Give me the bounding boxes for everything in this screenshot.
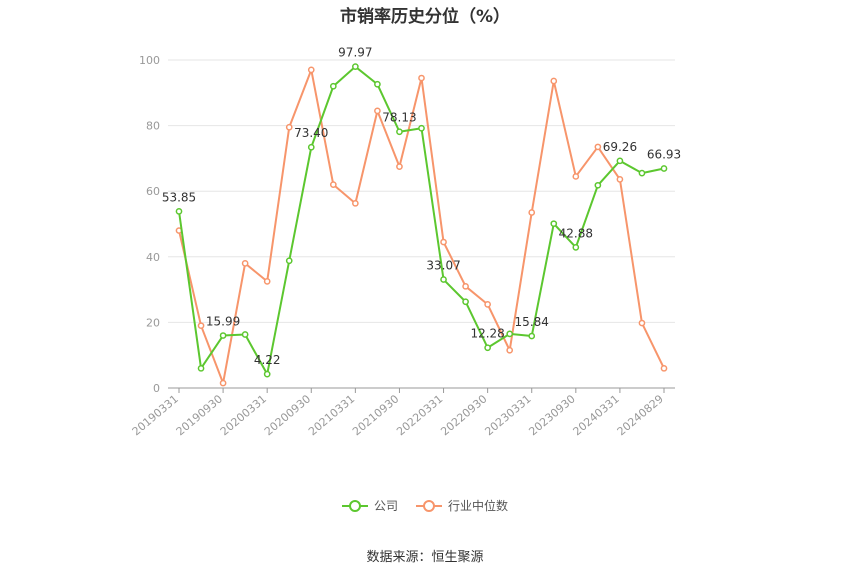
y-tick-label: 40 [146, 251, 160, 264]
data-point-industry-median [307, 66, 315, 74]
data-point-company [616, 157, 624, 165]
data-point-company [572, 244, 580, 251]
x-tick-label: 20240331 [571, 392, 622, 438]
legend-swatch-company [341, 499, 368, 513]
data-point-industry-median [263, 278, 271, 285]
data-point-company [374, 80, 381, 88]
data-point-company [594, 181, 602, 189]
y-tick-label: 0 [153, 382, 160, 395]
x-tick-label: 20190331 [130, 392, 181, 438]
data-label-company: 15.99 [206, 315, 240, 329]
data-point-company [660, 165, 668, 172]
data-point-industry-median [440, 238, 447, 246]
x-tick-label: 20190930 [174, 392, 225, 438]
data-point-company [175, 208, 183, 215]
x-tick-label: 20240829 [615, 392, 666, 438]
legend-item-industry-median[interactable]: 行业中位数 [416, 497, 508, 514]
y-tick-label: 80 [146, 120, 160, 133]
data-point-industry-median [506, 346, 514, 354]
x-tick-label: 20200930 [262, 392, 313, 438]
legend-label-company: 公司 [373, 499, 398, 513]
y-tick-label: 60 [146, 185, 160, 198]
data-point-company [197, 364, 205, 372]
series-industry-median [175, 66, 668, 387]
data-label-company: 15.84 [515, 315, 549, 329]
data-label-company: 69.26 [603, 140, 637, 154]
data-point-industry-median [462, 282, 469, 290]
data-point-industry-median [241, 260, 249, 267]
data-label-company: 42.88 [559, 226, 593, 240]
data-label-company: 33.07 [426, 259, 460, 273]
data-label-company: 97.97 [338, 46, 372, 60]
series-company: 53.85 15.99 4.22 73.40 97.97 78.13 33.07 12.28 1… [162, 46, 681, 378]
x-tick-label: 20230930 [526, 392, 577, 438]
data-point-company [285, 257, 293, 265]
data-label-company: 4.22 [254, 353, 281, 367]
x-tick-label: 20200331 [218, 392, 269, 438]
data-point-company [462, 298, 469, 306]
chart-legend: 公司 行业中位数 [0, 497, 850, 514]
data-point-industry-median [418, 74, 425, 82]
data-point-company [484, 344, 491, 352]
x-tick-label: 20210930 [350, 392, 401, 438]
data-point-company [352, 63, 359, 71]
data-point-company [440, 276, 447, 283]
data-point-industry-median [550, 77, 558, 85]
data-label-company: 53.85 [162, 190, 196, 204]
x-tick-label: 20210331 [306, 392, 357, 438]
x-tick-label: 20220331 [394, 392, 445, 438]
data-point-company [263, 370, 271, 378]
data-point-industry-median [352, 199, 359, 207]
legend-item-company[interactable]: 公司 [341, 497, 398, 514]
data-point-company [638, 169, 646, 177]
data-point-industry-median [572, 173, 580, 180]
series-line-company [178, 65, 665, 376]
data-label-company: 12.28 [470, 327, 504, 341]
data-label-company: 66.93 [647, 147, 681, 161]
data-point-industry-median [285, 123, 293, 131]
legend-swatch-industry-median [416, 499, 442, 513]
data-point-company [219, 332, 227, 339]
data-point-industry-median [660, 364, 668, 372]
data-point-company [396, 128, 403, 136]
y-tick-label: 20 [146, 316, 160, 329]
data-point-company [506, 330, 514, 338]
y-tick-label: 100 [139, 54, 160, 67]
data-label-company: 78.13 [382, 111, 416, 125]
chart-title: 市销率历史分位（%） [339, 7, 511, 27]
data-point-industry-median [638, 319, 646, 327]
data-point-industry-median [528, 209, 536, 216]
data-point-company [329, 82, 337, 90]
data-point-company [241, 331, 249, 338]
data-point-industry-median [219, 379, 227, 387]
legend-label-industry-median: 行业中位数 [448, 499, 509, 513]
data-point-company [550, 220, 558, 228]
data-point-company [528, 332, 536, 340]
x-tick-label: 20230331 [482, 392, 533, 438]
data-source-note: 数据来源：恒生聚源 [366, 550, 484, 565]
line-chart: 0 20 40 60 80 100 2019033120190930202003312020… [130, 46, 682, 439]
data-point-industry-median [484, 301, 491, 308]
data-label-company: 73.40 [294, 126, 328, 140]
data-point-industry-median [197, 322, 205, 330]
data-point-industry-median [396, 163, 403, 170]
data-point-company [307, 143, 315, 151]
data-point-industry-median [329, 181, 337, 188]
data-point-company [418, 124, 425, 132]
data-point-industry-median [616, 176, 624, 183]
data-point-industry-median [374, 107, 381, 115]
data-point-industry-median [594, 143, 602, 151]
x-tick-label: 20220930 [438, 392, 489, 438]
